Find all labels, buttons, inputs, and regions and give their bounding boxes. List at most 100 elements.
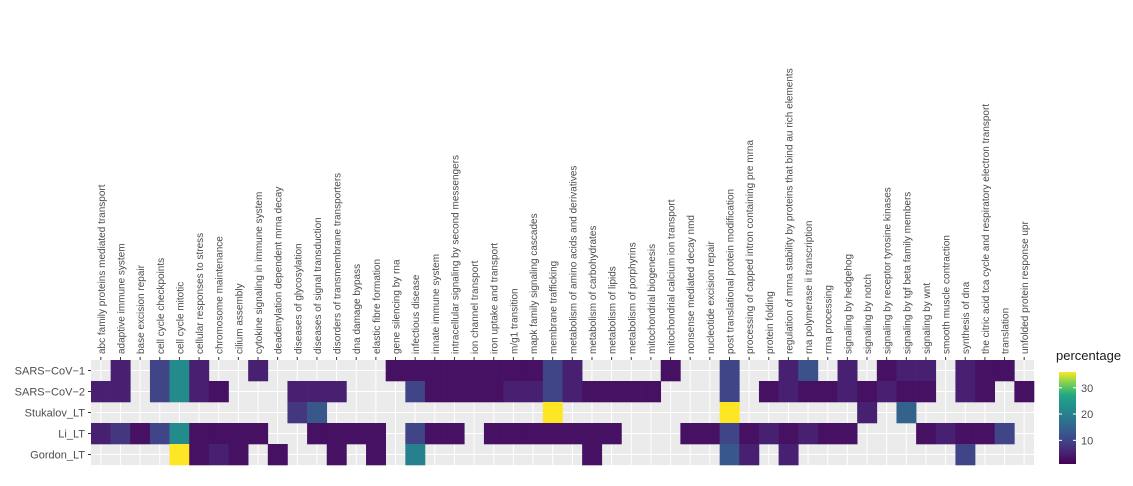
legend-colorbar: [1059, 372, 1076, 464]
heatmap-cell: [307, 381, 328, 403]
legend: percentage 10 20 30: [1056, 348, 1121, 464]
x-tick-label: disorders of transmembrane transporters: [333, 173, 344, 354]
heatmap-cell: [975, 423, 996, 445]
heatmap-cell: [248, 360, 269, 382]
heatmap-cells: [91, 360, 1035, 466]
heatmap-cell: [562, 381, 583, 403]
heatmap-cell: [523, 423, 544, 445]
heatmap-cell: [405, 423, 426, 445]
x-tick-label: base excision repair: [136, 264, 147, 354]
x-tick-label: signaling by hedgehog: [843, 254, 854, 354]
x-tick-label: adaptive immune system: [116, 243, 127, 354]
x-tick-marks: [100, 357, 1025, 360]
heatmap-cell: [326, 423, 347, 445]
heatmap-cell: [326, 444, 347, 466]
heatmap-cell: [110, 423, 131, 445]
x-tick-label: membrane trafficking: [549, 261, 560, 354]
heatmap-cell: [1014, 381, 1035, 403]
x-tick-label: protein folding: [765, 291, 776, 354]
heatmap-cell: [758, 423, 779, 445]
heatmap-cell: [857, 381, 878, 403]
heatmap-cell: [837, 360, 858, 382]
heatmap-cell: [444, 381, 465, 403]
x-tick-label: diseases of signal transduction: [313, 217, 324, 354]
heatmap-cell: [739, 444, 760, 466]
heatmap-cell: [680, 423, 701, 445]
heatmap-cell: [91, 423, 111, 445]
heatmap-cell: [582, 381, 603, 403]
heatmap-cell: [582, 423, 603, 445]
heatmap-cell: [601, 423, 622, 445]
heatmap-cell: [916, 423, 937, 445]
heatmap-cell: [896, 381, 917, 403]
heatmap-cell: [817, 423, 838, 445]
heatmap-cell: [307, 423, 328, 445]
x-tick-label: nonsense mediated decay nmd: [686, 215, 697, 354]
heatmap-cell: [975, 381, 996, 403]
heatmap-cell: [189, 381, 210, 403]
x-tick-label: regulation of mrna stability by proteins…: [784, 68, 795, 354]
x-tick-label: ion channel transport: [470, 260, 481, 354]
heatmap-cell: [542, 360, 563, 382]
x-tick-label: signaling by tgf beta family members: [902, 192, 913, 354]
heatmap-cell: [483, 423, 504, 445]
heatmap-cell: [523, 360, 544, 382]
heatmap-cell: [876, 381, 897, 403]
x-tick-label: metabolism of amino acids and derivative…: [568, 166, 579, 354]
heatmap-cell: [169, 444, 190, 466]
x-tick-label: metabolism of carbohydrates: [588, 226, 599, 354]
x-tick-label: signaling by receptor tyrosine kinases: [883, 187, 894, 354]
heatmap-cell: [817, 381, 838, 403]
heatmap-cell: [405, 444, 426, 466]
x-tick-label: nucleotide excision repair: [706, 240, 717, 354]
heatmap-cell: [149, 381, 170, 403]
x-tick-label: deadenylation dependent mrna decay: [274, 187, 285, 354]
heatmap-cell: [326, 381, 347, 403]
legend-title: percentage: [1056, 348, 1121, 363]
x-tick-label: rna polymerase ii transcription: [804, 221, 815, 354]
heatmap-cell: [837, 381, 858, 403]
heatmap-cell: [91, 381, 111, 403]
heatmap-cell: [444, 423, 465, 445]
heatmap-cell: [346, 423, 367, 445]
heatmap-cell: [208, 423, 229, 445]
heatmap-cell: [267, 444, 288, 466]
heatmap-cell: [739, 423, 760, 445]
heatmap-cell: [483, 381, 504, 403]
heatmap-cell: [758, 381, 779, 403]
x-tick-label: elastic fibre formation: [372, 259, 383, 354]
heatmap-cell: [719, 402, 740, 424]
heatmap-cell: [503, 423, 524, 445]
legend-tick-label: 20: [1081, 409, 1093, 421]
heatmap-cell: [405, 381, 426, 403]
x-tick-label: m/g1 transition: [509, 288, 520, 354]
heatmap-cell: [287, 402, 308, 424]
x-tick-label: processing of capped intron containing p…: [745, 140, 756, 354]
heatmap-cell: [149, 360, 170, 382]
heatmap-cell: [778, 444, 799, 466]
heatmap-cell: [307, 402, 328, 424]
heatmap-cell: [248, 423, 269, 445]
heatmap-cell: [994, 360, 1015, 382]
x-tick-label: gene silencing by rna: [392, 259, 403, 354]
x-tick-label: unfolded protein response upr: [1020, 220, 1031, 354]
heatmap-cell: [601, 381, 622, 403]
x-tick-label: synthesis of dna: [961, 281, 972, 354]
heatmap-cell: [778, 381, 799, 403]
heatmap-cell: [503, 381, 524, 403]
heatmap-cell: [542, 402, 563, 424]
heatmap-cell: [464, 381, 485, 403]
x-tick-label: cell cycle checkpoints: [156, 258, 167, 354]
x-tick-label: innate immune system: [431, 254, 442, 354]
x-tick-label: cellular responses to stress: [195, 233, 206, 354]
heatmap-cell: [424, 423, 445, 445]
heatmap-cell: [542, 381, 563, 403]
y-tick-labels: SARS−CoV−1 SARS−CoV−2 Stukalov_LT Li_LT Gord…: [15, 366, 91, 462]
x-tick-label: translation: [1001, 308, 1012, 354]
heatmap-cell: [778, 360, 799, 382]
heatmap-cell: [916, 360, 937, 382]
x-tick-label: intracellular signaling by second messen…: [450, 155, 461, 354]
heatmap-cell: [287, 381, 308, 403]
heatmap-cell: [719, 444, 740, 466]
